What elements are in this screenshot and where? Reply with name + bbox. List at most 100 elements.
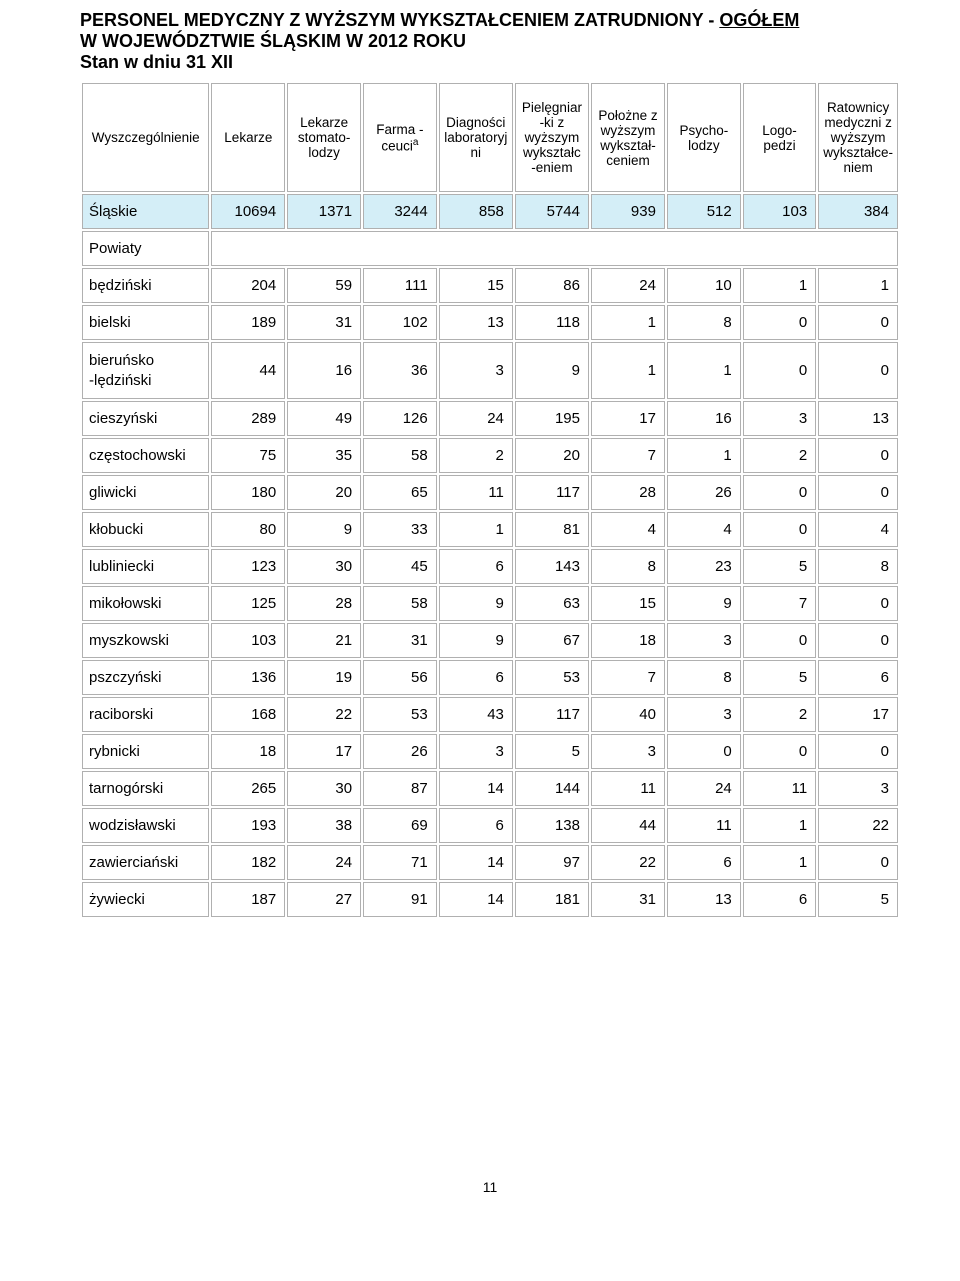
row-label: żywiecki (82, 882, 209, 917)
cell: 9 (287, 512, 361, 547)
cell: 8 (591, 549, 665, 584)
cell: 17 (287, 734, 361, 769)
title-line-1: PERSONEL MEDYCZNY Z WYŻSZYM WYKSZTAŁCENI… (80, 10, 900, 31)
cell: 38 (287, 808, 361, 843)
cell: 17 (591, 401, 665, 436)
cell: 0 (818, 734, 898, 769)
cell: 0 (818, 438, 898, 473)
cell: 91 (363, 882, 437, 917)
table-row: raciborski168225343117403217 (82, 697, 898, 732)
cell: 87 (363, 771, 437, 806)
cell: 49 (287, 401, 361, 436)
cell: 858 (439, 194, 513, 229)
cell: 5744 (515, 194, 589, 229)
cell: 58 (363, 586, 437, 621)
column-header: Logo-pedzi (743, 83, 816, 192)
cell: 5 (743, 660, 816, 695)
row-label: gliwicki (82, 475, 209, 510)
cell: 103 (743, 194, 816, 229)
cell: 939 (591, 194, 665, 229)
cell: 3 (439, 734, 513, 769)
cell: 67 (515, 623, 589, 658)
cell: 144 (515, 771, 589, 806)
cell: 3 (743, 401, 816, 436)
cell: 182 (211, 845, 285, 880)
cell: 0 (743, 475, 816, 510)
section-blank (211, 231, 898, 266)
cell: 1371 (287, 194, 361, 229)
cell: 14 (439, 771, 513, 806)
row-label: bielski (82, 305, 209, 340)
cell: 24 (287, 845, 361, 880)
cell: 1 (743, 268, 816, 303)
cell: 63 (515, 586, 589, 621)
cell: 27 (287, 882, 361, 917)
cell: 31 (363, 623, 437, 658)
row-label: bieruńsko-lędziński (82, 342, 209, 399)
cell: 20 (287, 475, 361, 510)
section-label: Powiaty (82, 231, 209, 266)
column-header: Lekarze (211, 83, 285, 192)
cell: 24 (439, 401, 513, 436)
cell: 30 (287, 771, 361, 806)
cell: 30 (287, 549, 361, 584)
cell: 22 (818, 808, 898, 843)
title-line-1a: PERSONEL MEDYCZNY Z WYŻSZYM WYKSZTAŁCENI… (80, 10, 719, 30)
title-line-2: W WOJEWÓDZTWIE ŚLĄSKIM W 2012 ROKU (80, 31, 900, 52)
cell: 3244 (363, 194, 437, 229)
cell: 18 (211, 734, 285, 769)
cell: 53 (515, 660, 589, 695)
column-header: Lekarze stomato-lodzy (287, 83, 361, 192)
cell: 204 (211, 268, 285, 303)
cell: 5 (818, 882, 898, 917)
table-row: cieszyński28949126241951716313 (82, 401, 898, 436)
cell: 44 (591, 808, 665, 843)
row-label: lubliniecki (82, 549, 209, 584)
row-label: zawierciański (82, 845, 209, 880)
cell: 26 (667, 475, 741, 510)
cell: 31 (591, 882, 665, 917)
cell: 138 (515, 808, 589, 843)
cell: 11 (439, 475, 513, 510)
cell: 289 (211, 401, 285, 436)
cell: 15 (591, 586, 665, 621)
cell: 33 (363, 512, 437, 547)
cell: 11 (743, 771, 816, 806)
cell: 136 (211, 660, 285, 695)
table-row: kłobucki809331814404 (82, 512, 898, 547)
row-label: mikołowski (82, 586, 209, 621)
table-row: bielski18931102131181800 (82, 305, 898, 340)
cell: 512 (667, 194, 741, 229)
cell: 22 (287, 697, 361, 732)
section-row: Powiaty (82, 231, 898, 266)
cell: 6 (439, 808, 513, 843)
cell: 143 (515, 549, 589, 584)
cell: 0 (818, 305, 898, 340)
cell: 56 (363, 660, 437, 695)
cell: 40 (591, 697, 665, 732)
cell: 15 (439, 268, 513, 303)
title-block: PERSONEL MEDYCZNY Z WYŻSZYM WYKSZTAŁCENI… (80, 10, 900, 73)
cell: 9 (439, 586, 513, 621)
cell: 8 (667, 660, 741, 695)
cell: 111 (363, 268, 437, 303)
cell: 10 (667, 268, 741, 303)
cell: 6 (439, 660, 513, 695)
cell: 7 (591, 438, 665, 473)
table-row: żywiecki187279114181311365 (82, 882, 898, 917)
cell: 4 (818, 512, 898, 547)
table-row: rybnicki181726353000 (82, 734, 898, 769)
cell: 187 (211, 882, 285, 917)
row-label: myszkowski (82, 623, 209, 658)
cell: 117 (515, 697, 589, 732)
cell: 103 (211, 623, 285, 658)
cell: 65 (363, 475, 437, 510)
cell: 80 (211, 512, 285, 547)
cell: 11 (591, 771, 665, 806)
table-row: pszczyński13619566537856 (82, 660, 898, 695)
cell: 28 (591, 475, 665, 510)
row-label: pszczyński (82, 660, 209, 695)
cell: 5 (743, 549, 816, 584)
cell: 0 (743, 734, 816, 769)
row-label: rybnicki (82, 734, 209, 769)
